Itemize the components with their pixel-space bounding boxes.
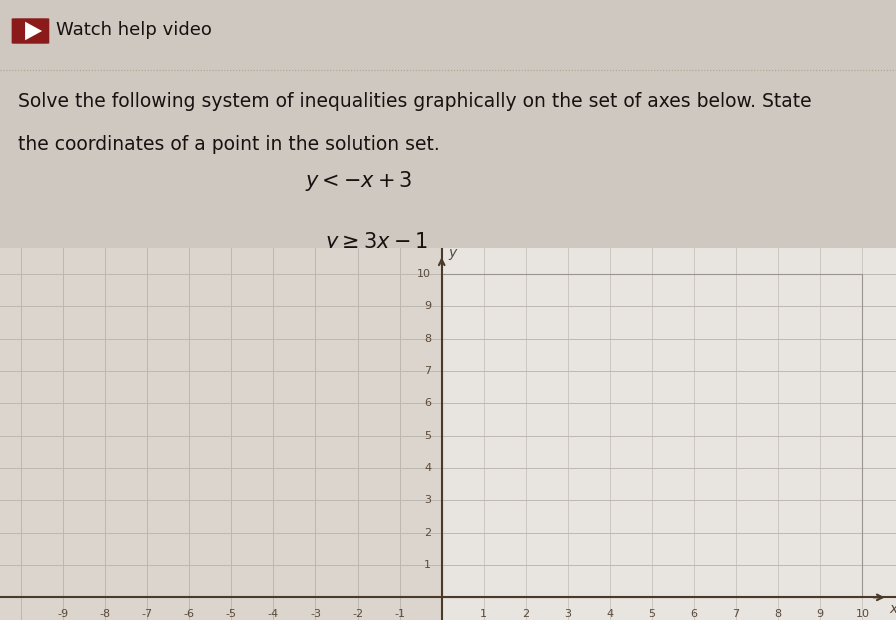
Text: 7: 7: [733, 609, 740, 619]
Text: 10: 10: [856, 609, 869, 619]
Text: 1: 1: [424, 560, 431, 570]
FancyBboxPatch shape: [12, 18, 49, 43]
Text: -5: -5: [226, 609, 237, 619]
Text: 5: 5: [424, 431, 431, 441]
Text: 4: 4: [607, 609, 614, 619]
Text: $y \geq 3x - 1$: $y \geq 3x - 1$: [324, 230, 428, 254]
Text: $y < -x + 3$: $y < -x + 3$: [305, 169, 412, 193]
Text: 2: 2: [522, 609, 530, 619]
Polygon shape: [25, 22, 42, 40]
Bar: [442, 248, 896, 620]
Text: -6: -6: [184, 609, 194, 619]
Text: -7: -7: [142, 609, 153, 619]
Text: 2: 2: [424, 528, 431, 538]
Text: 8: 8: [775, 609, 782, 619]
Text: 4: 4: [424, 463, 431, 473]
Text: 6: 6: [691, 609, 698, 619]
Text: Watch help video: Watch help video: [56, 20, 212, 39]
Text: the coordinates of a point in the solution set.: the coordinates of a point in the soluti…: [18, 135, 440, 154]
Text: 5: 5: [649, 609, 656, 619]
Text: 9: 9: [424, 301, 431, 311]
Text: 8: 8: [424, 334, 431, 343]
Text: 3: 3: [564, 609, 572, 619]
Bar: [442, 274, 862, 597]
Text: -9: -9: [57, 609, 69, 619]
Text: 10: 10: [418, 269, 431, 279]
Text: 6: 6: [424, 398, 431, 408]
Text: 3: 3: [424, 495, 431, 505]
Text: x: x: [890, 601, 896, 616]
Text: -1: -1: [394, 609, 405, 619]
Text: 7: 7: [424, 366, 431, 376]
Text: -8: -8: [99, 609, 111, 619]
Text: 9: 9: [817, 609, 823, 619]
Text: y: y: [448, 246, 456, 260]
Text: -2: -2: [352, 609, 363, 619]
Text: -4: -4: [268, 609, 279, 619]
Text: Solve the following system of inequalities graphically on the set of axes below.: Solve the following system of inequaliti…: [18, 92, 812, 111]
Text: -3: -3: [310, 609, 321, 619]
Text: 1: 1: [480, 609, 487, 619]
